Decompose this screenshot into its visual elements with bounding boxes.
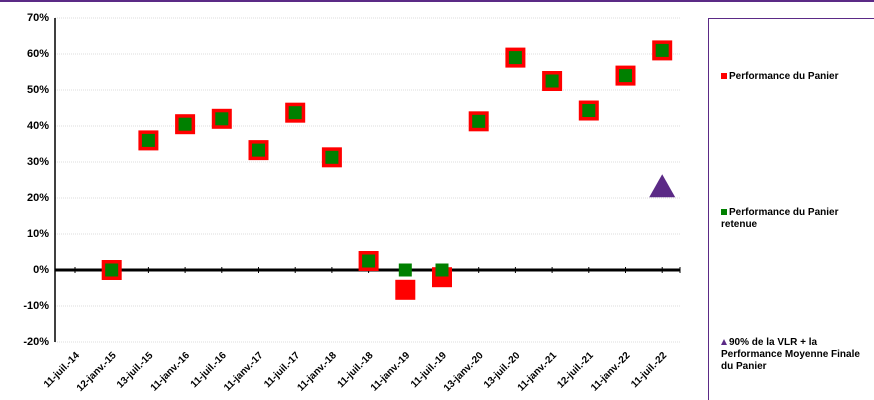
- legend-item: Performance du Panier retenue: [721, 207, 873, 231]
- marker-square: [619, 69, 632, 83]
- marker-square: [545, 74, 559, 88]
- marker-square: [435, 263, 449, 277]
- legend-label: Performance du Panier retenue: [721, 207, 839, 230]
- marker-square: [141, 133, 155, 147]
- x-tick-label: 11-juil.-22: [629, 350, 669, 390]
- legend-item: 90% de la VLR + la Performance Moyenne F…: [721, 337, 873, 373]
- marker-triangle: [649, 174, 676, 198]
- legend-swatch: [721, 339, 727, 345]
- legend: Performance du Panier Performance du Pani…: [708, 18, 874, 400]
- marker-square: [655, 43, 669, 57]
- x-tick-label: 11-janv.-22: [589, 350, 633, 394]
- legend-swatch: [721, 73, 727, 79]
- marker-square: [105, 263, 119, 277]
- marker-square: [362, 254, 376, 268]
- y-tick-label: 30%: [27, 156, 49, 168]
- y-tick-label: -20%: [23, 336, 49, 348]
- y-tick-label: 0%: [33, 264, 49, 276]
- x-tick-label: 11-janv.-17: [222, 350, 266, 394]
- x-tick-label: 13-janv.-20: [442, 350, 486, 394]
- x-tick-label: 11-janv.-21: [516, 350, 560, 394]
- legend-label: 90% de la VLR + la Performance Moyenne F…: [721, 337, 860, 372]
- marker-square: [472, 114, 486, 128]
- legend-swatch: [721, 209, 727, 215]
- x-tick-label: 11-janv.-19: [369, 350, 413, 394]
- x-tick-label: 11-janv.-18: [295, 350, 339, 394]
- y-tick-label: 40%: [27, 120, 49, 132]
- marker-square: [288, 106, 302, 120]
- marker-square: [325, 150, 339, 164]
- y-tick-label: 20%: [27, 192, 49, 204]
- y-tick-label: -10%: [23, 300, 49, 312]
- marker-square: [215, 112, 229, 126]
- y-tick-label: 10%: [27, 228, 49, 240]
- y-tick-label: 70%: [27, 12, 49, 24]
- marker-square: [398, 263, 412, 277]
- y-tick-label: 50%: [27, 84, 49, 96]
- marker-square: [178, 117, 192, 131]
- x-tick-label: 11-janv.-16: [149, 350, 193, 394]
- marker-square: [582, 104, 596, 118]
- marker-square: [395, 279, 416, 300]
- marker-square: [252, 143, 265, 157]
- x-tick-label: 12-janv.-15: [75, 350, 119, 394]
- legend-label: Performance du Panier: [729, 71, 839, 82]
- marker-square: [508, 51, 522, 65]
- legend-item: Performance du Panier: [721, 71, 873, 83]
- y-tick-label: 60%: [27, 48, 49, 60]
